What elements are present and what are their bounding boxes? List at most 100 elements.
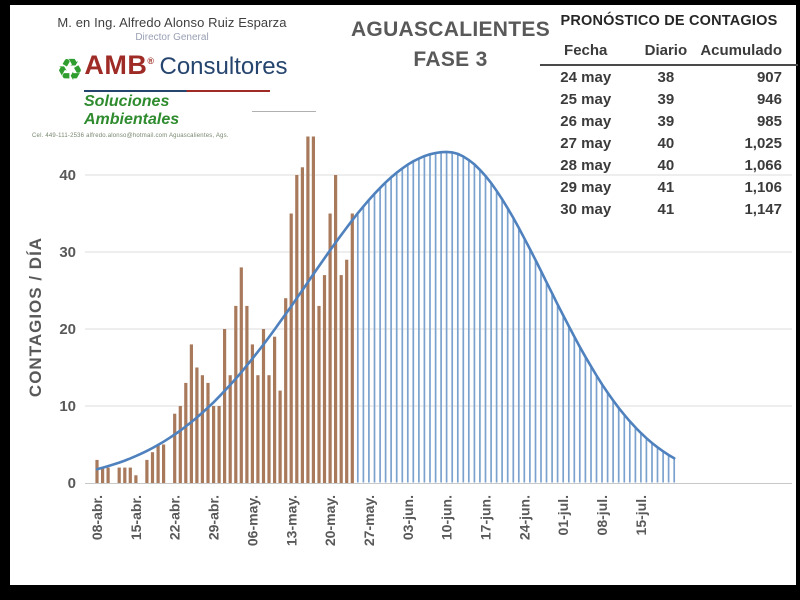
slide-title-line2: FASE 3 <box>413 48 488 71</box>
daily-bar <box>317 305 321 483</box>
forecast-cell: 24 may <box>560 68 612 86</box>
forecast-row: 25 may 39 946 <box>540 88 798 110</box>
daily-bar <box>345 259 349 483</box>
x-tick-label: 22-abr. <box>167 495 183 540</box>
daily-bar <box>300 167 304 484</box>
x-tick-label: 08-abr. <box>89 495 105 540</box>
y-axis-title: CONTAGIOS / DÍA <box>26 237 45 397</box>
forecast-row: 26 may 39 985 <box>540 110 798 132</box>
daily-bar <box>212 406 216 483</box>
forecast-cell: 28 may <box>560 156 612 174</box>
daily-bar <box>328 213 332 483</box>
x-tick-label: 15-abr. <box>128 495 144 540</box>
daily-bar <box>106 467 110 483</box>
forecast-cell: 907 <box>756 68 782 86</box>
daily-bar <box>234 305 238 483</box>
daily-bar <box>289 213 293 483</box>
forecast-cell: 1,066 <box>744 156 782 174</box>
daily-bar <box>295 175 299 483</box>
x-tick-label: 10-jun. <box>439 495 455 540</box>
daily-bar <box>322 275 327 483</box>
forecast-table-header: Fecha Diario Acumulado <box>540 42 798 66</box>
daily-bar <box>95 459 99 483</box>
forecast-cell: 1,106 <box>744 178 782 196</box>
forecast-cell: 41 <box>657 178 675 196</box>
contact-info: Cel. 449-111-2536 alfredo.alonso@hotmail… <box>32 133 229 139</box>
forecast-row: 27 may 40 1,025 <box>540 132 798 154</box>
slide-title: AGUASCALIENTES FASE 3 <box>348 15 553 75</box>
forecast-table: Fecha Diario Acumulado 24 may 38 907 25 may 39… <box>540 42 798 220</box>
registered-mark: ® <box>147 56 155 66</box>
daily-bar <box>117 467 121 483</box>
daily-bar <box>184 382 188 483</box>
daily-bar <box>178 406 182 483</box>
daily-bar <box>156 444 160 483</box>
x-tick-label: 29-abr. <box>206 495 222 540</box>
forecast-col-header: Fecha <box>540 42 632 66</box>
company-tagline: Soluciones Ambientales <box>84 93 180 128</box>
y-tick-label: 10 <box>59 398 76 415</box>
forecast-cell: 985 <box>756 112 782 130</box>
forecast-table-body: 24 may 38 907 25 may 39 946 26 may 39 985 27 may 4… <box>540 65 798 220</box>
x-tick-label: 15-jul. <box>633 495 649 535</box>
daily-bar <box>123 467 127 483</box>
daily-bar <box>267 375 271 483</box>
forecast-row: 29 may 41 1,106 <box>540 176 798 198</box>
x-tick-label: 13-may. <box>283 495 299 546</box>
daily-bar <box>350 213 354 483</box>
brand-suffix: Consultores <box>159 53 288 80</box>
forecast-cell: 38 <box>657 68 675 86</box>
slide-title-line1: AGUASCALIENTES <box>350 18 551 41</box>
x-tick-label: 06-may. <box>244 495 260 546</box>
daily-bar <box>173 413 177 483</box>
daily-bar <box>189 344 193 483</box>
daily-bar <box>228 375 232 483</box>
daily-bar <box>256 375 260 483</box>
daily-bar <box>239 267 243 483</box>
daily-bar <box>200 375 204 483</box>
presentation-slide: 0 10 20 30 40 CONTAGIOS / DÍA 08-abr. 15-abr. 22… <box>10 5 798 585</box>
daily-bar <box>311 136 315 483</box>
y-tick-label: 40 <box>59 167 76 184</box>
y-tick-label: 30 <box>59 244 76 261</box>
forecast-row: 28 may 40 1,066 <box>540 154 798 176</box>
logo-divider <box>84 90 270 92</box>
forecast-cell: 946 <box>756 90 782 108</box>
forecast-cell: 40 <box>657 156 675 174</box>
forecast-panel: PRONÓSTICO DE CONTAGIOS Fecha Diario Acumu… <box>540 13 798 220</box>
daily-bar <box>134 475 138 483</box>
daily-bar <box>150 452 155 483</box>
tagline-row: Soluciones Ambientales <box>28 93 316 129</box>
forecast-row: 24 may 38 907 <box>540 65 798 88</box>
forecast-cell: 30 may <box>560 200 612 218</box>
x-tick-label: 24-jun. <box>516 495 532 540</box>
daily-bar <box>334 175 338 483</box>
company-logo: ♻AMB® Consultores <box>28 50 316 88</box>
daily-bar <box>278 390 282 483</box>
forecast-cell: 1,025 <box>744 134 782 152</box>
recycle-icon: ♻ <box>56 54 84 87</box>
y-tick-label: 0 <box>68 475 76 492</box>
forecast-cell: 41 <box>657 200 675 218</box>
forecast-cell: 25 may <box>560 90 612 108</box>
forecast-col-header: Acumulado <box>700 42 798 66</box>
daily-bar <box>145 459 149 483</box>
forecast-row: 30 may 41 1,147 <box>540 198 798 220</box>
x-tick-label: 17-jun. <box>478 495 494 540</box>
daily-bar <box>206 382 210 483</box>
forecast-cell: 39 <box>657 90 675 108</box>
x-tick-label: 08-jul. <box>594 495 610 535</box>
daily-bar <box>162 444 166 483</box>
daily-bar <box>128 467 132 483</box>
x-tick-label: 27-may. <box>361 495 377 546</box>
daily-bar <box>273 336 277 483</box>
daily-bar <box>101 467 105 483</box>
x-tick-label: 20-may. <box>322 495 338 546</box>
contagion-chart: 0 10 20 30 40 CONTAGIOS / DÍA 08-abr. 15-abr. 22… <box>26 136 792 546</box>
forecast-cell: 29 may <box>560 178 612 196</box>
company-header: M. en Ing. Alfredo Alonso Ruiz Esparza D… <box>28 15 316 139</box>
tagline-divider <box>252 110 316 112</box>
forecast-cell: 40 <box>657 134 675 152</box>
forecast-cell: 26 may <box>560 112 612 130</box>
daily-bar <box>245 305 249 483</box>
